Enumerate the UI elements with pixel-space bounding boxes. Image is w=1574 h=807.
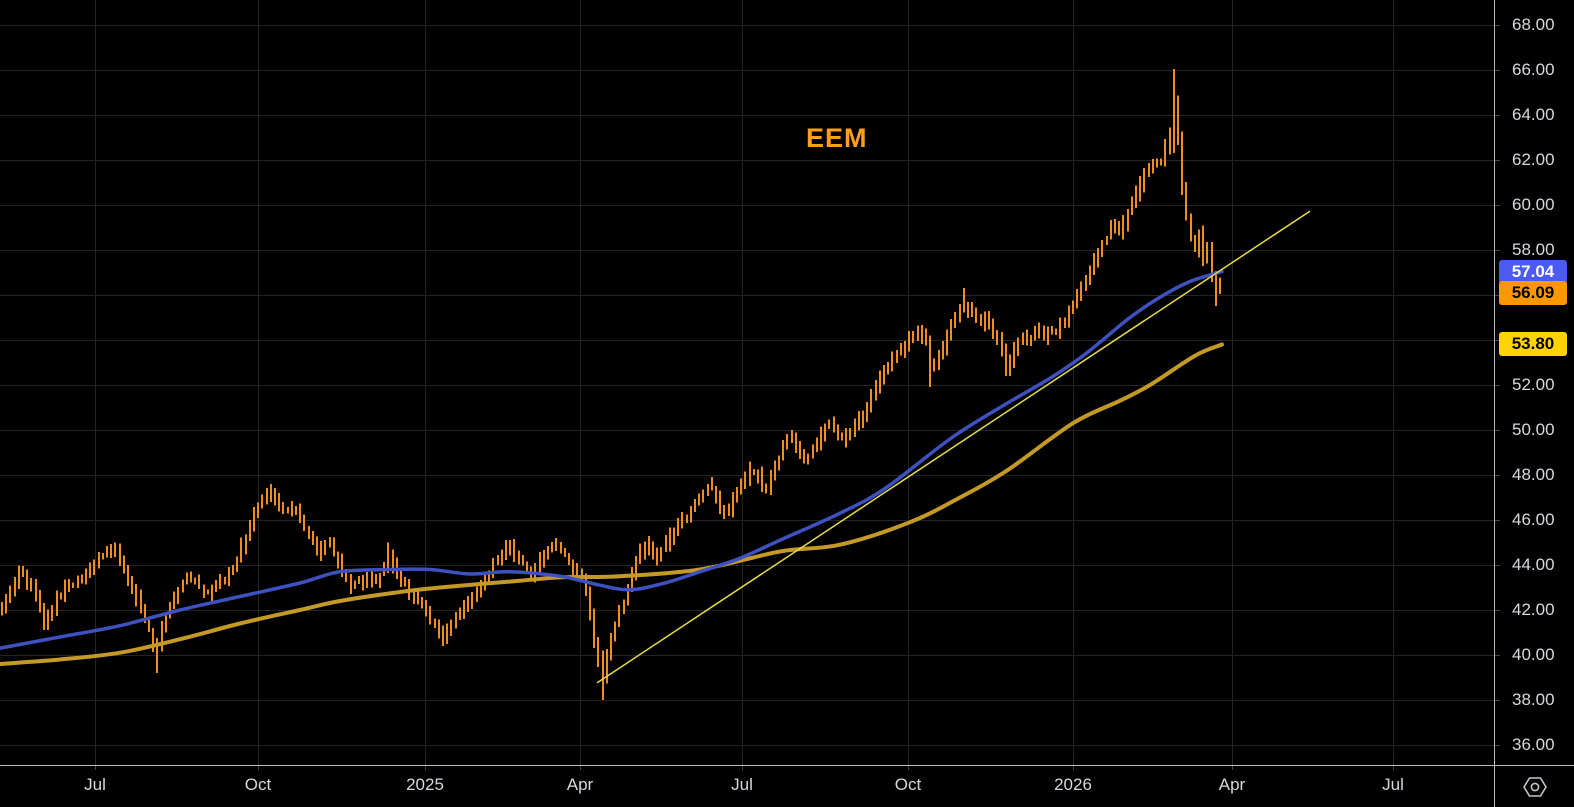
time-tick-label: Apr xyxy=(566,775,594,794)
time-axis-tick xyxy=(258,766,259,770)
price-tick-label: 62.00 xyxy=(1512,149,1555,169)
ma-fast-line xyxy=(0,269,1224,650)
time-axis-tick xyxy=(1393,766,1394,770)
price-axis-tick xyxy=(1495,340,1500,341)
price-axis-tick xyxy=(1495,745,1500,746)
price-tick-label: 68.00 xyxy=(1512,14,1555,34)
price-axis-tick xyxy=(1495,250,1500,251)
price-tick-label: 66.00 xyxy=(1512,59,1555,79)
time-tick-label: 2026 xyxy=(1054,775,1092,794)
grid-lines xyxy=(0,0,1494,765)
price-tick-label: 44.00 xyxy=(1512,554,1555,574)
price-tick-label: 60.00 xyxy=(1512,194,1555,214)
time-tick-label: Oct xyxy=(894,775,922,794)
price-tick-label: 38.00 xyxy=(1512,689,1555,709)
time-tick-label: Jul xyxy=(1382,775,1404,794)
price-axis-tick xyxy=(1495,610,1500,611)
time-tick-label: 2025 xyxy=(406,775,444,794)
time-axis-tick xyxy=(1232,766,1233,770)
price-tick-label: 58.00 xyxy=(1512,239,1555,259)
price-axis-tick xyxy=(1495,430,1500,431)
time-axis-tick xyxy=(580,766,581,770)
price-tick-label: 46.00 xyxy=(1512,509,1555,529)
time-axis-tick xyxy=(95,766,96,770)
ma-slow-line xyxy=(0,342,1224,666)
price-axis-tick xyxy=(1495,565,1500,566)
time-axis-tick xyxy=(425,766,426,770)
price-axis-tick xyxy=(1495,385,1500,386)
price-tick-label: 64.00 xyxy=(1512,104,1555,124)
price-axis-tick xyxy=(1495,475,1500,476)
last-price-badge: 56.09 xyxy=(1499,280,1567,305)
price-tick-label: 50.00 xyxy=(1512,419,1555,439)
price-axis-tick xyxy=(1495,520,1500,521)
price-axis-tick xyxy=(1495,70,1500,71)
ma-fast-value-badge: 57.04 xyxy=(1499,259,1567,284)
price-tick-label: 36.00 xyxy=(1512,734,1555,754)
time-axis[interactable]: Jul Oct 2025 Apr Jul Oct 2026 Apr Jul xyxy=(0,765,1574,807)
time-tick-label: Jul xyxy=(84,775,106,794)
time-axis-tick xyxy=(742,766,743,770)
time-tick-label: Jul xyxy=(731,775,753,794)
price-axis-tick xyxy=(1495,160,1500,161)
symbol-watermark: EEM xyxy=(806,123,868,153)
price-axis-tick xyxy=(1495,25,1500,26)
price-axis-tick xyxy=(1495,295,1500,296)
price-axis-tick xyxy=(1495,700,1500,701)
ma-slow-value-badge: 53.80 xyxy=(1499,332,1567,357)
axis-corner xyxy=(1494,766,1574,807)
price-tick-label: 52.00 xyxy=(1512,374,1555,394)
price-tick-label: 42.00 xyxy=(1512,599,1555,619)
price-tick-label: 48.00 xyxy=(1512,464,1555,484)
price-axis[interactable]: 68.0066.0064.0062.0060.0058.0056.0054.00… xyxy=(1494,0,1574,765)
price-axis-tick xyxy=(1495,205,1500,206)
trendline[interactable] xyxy=(596,210,1311,684)
time-axis-tick xyxy=(1073,766,1074,770)
price-axis-tick xyxy=(1495,655,1500,656)
time-tick-label: Apr xyxy=(1218,775,1246,794)
time-axis-tick xyxy=(908,766,909,770)
price-tick-label: 40.00 xyxy=(1512,644,1555,664)
axis-settings-icon[interactable] xyxy=(1520,775,1550,799)
price-chart[interactable] xyxy=(0,0,1494,765)
time-tick-label: Oct xyxy=(244,775,272,794)
price-axis-tick xyxy=(1495,115,1500,116)
